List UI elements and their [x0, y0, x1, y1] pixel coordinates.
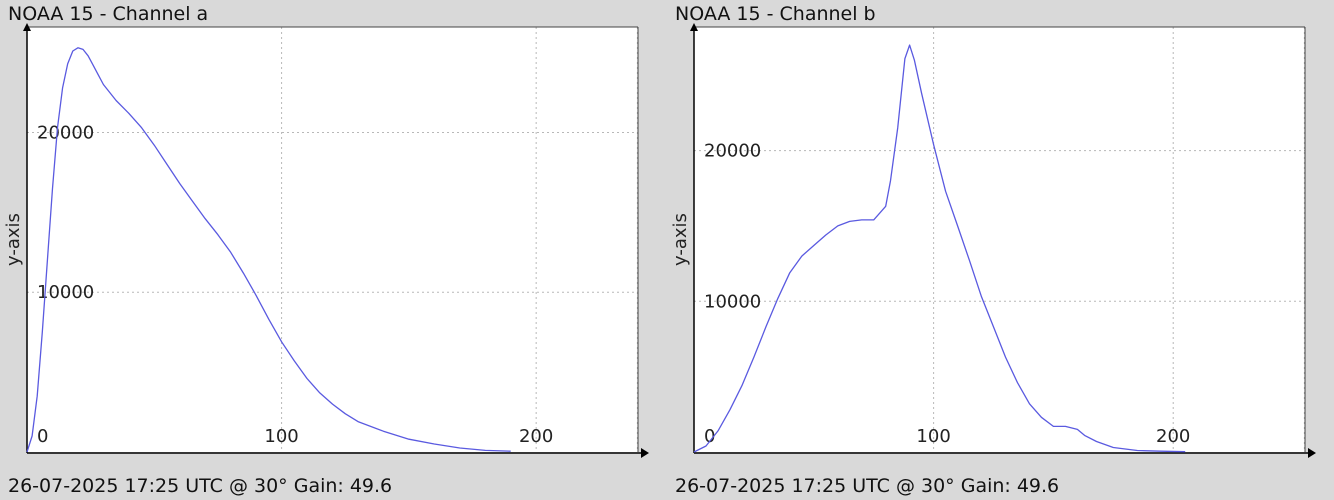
- chart-panel-channel-b: 0 100 200 10000 20000 y-axis NOAA 15 - Channe…: [667, 0, 1327, 500]
- y-axis-arrow-icon: [23, 23, 31, 31]
- chart-panel-channel-a: 0 100 200 10000 20000 y-axis NOAA 15 - Channe…: [0, 0, 660, 500]
- x-tick-label: 200: [519, 426, 553, 447]
- x-tick-label: 100: [264, 426, 298, 447]
- y-axis-title: y-axis: [670, 213, 691, 266]
- x-tick-label: 0: [37, 426, 48, 447]
- data-series-line: [26, 47, 511, 453]
- y-tick-label: 20000: [37, 122, 94, 143]
- x-tick-label: 100: [916, 426, 950, 447]
- chart-title: NOAA 15 - Channel a: [8, 3, 209, 25]
- x-tick-label: 200: [1156, 426, 1190, 447]
- plot-area-channel-b: 0 100 200 10000 20000 y-axis: [670, 23, 1316, 458]
- chart-footer-timestamp: 26-07-2025 17:25 UTC @ 30° Gain: 49.6: [675, 475, 1060, 497]
- y-axis-arrow-icon: [690, 23, 698, 31]
- y-axis-title: y-axis: [3, 213, 24, 266]
- y-tick-label: 20000: [704, 141, 761, 162]
- data-series-line: [693, 44, 1186, 453]
- plot-area-channel-a: 0 100 200 10000 20000 y-axis: [3, 23, 649, 458]
- x-tick-label: 0: [704, 426, 715, 447]
- plot-background: [27, 27, 638, 452]
- y-tick-label: 10000: [37, 282, 94, 303]
- plot-background: [694, 27, 1305, 452]
- y-tick-label: 10000: [704, 291, 761, 312]
- chart-footer-timestamp: 26-07-2025 17:25 UTC @ 30° Gain: 49.6: [8, 475, 393, 497]
- x-axis-arrow-icon: [641, 448, 649, 458]
- chart-title: NOAA 15 - Channel b: [675, 3, 876, 25]
- x-axis-arrow-icon: [1308, 448, 1316, 458]
